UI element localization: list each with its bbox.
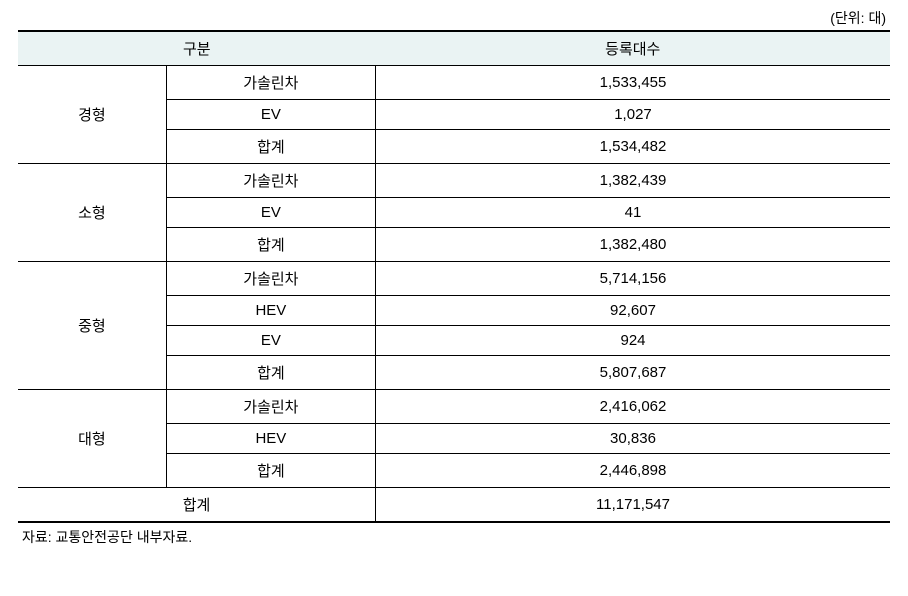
value-cell: 41: [376, 198, 891, 228]
table-row: 소형가솔린차1,382,439: [18, 164, 890, 198]
value-cell: 5,714,156: [376, 262, 891, 296]
value-cell: 1,382,480: [376, 228, 891, 262]
type-cell: 가솔린차: [166, 66, 375, 100]
value-cell: 30,836: [376, 424, 891, 454]
registration-table: 구분 등록대수 경형가솔린차1,533,455EV1,027합계1,534,48…: [18, 30, 890, 523]
table-row: 대형가솔린차2,416,062: [18, 390, 890, 424]
value-cell: 1,382,439: [376, 164, 891, 198]
type-cell: 가솔린차: [166, 262, 375, 296]
table-row: 중형가솔린차5,714,156: [18, 262, 890, 296]
type-cell: 합계: [166, 228, 375, 262]
header-row: 구분 등록대수: [18, 31, 890, 66]
category-cell: 경형: [18, 66, 166, 164]
type-cell: 합계: [166, 356, 375, 390]
value-cell: 924: [376, 326, 891, 356]
value-cell: 2,446,898: [376, 454, 891, 488]
type-cell: EV: [166, 100, 375, 130]
category-cell: 중형: [18, 262, 166, 390]
value-cell: 92,607: [376, 296, 891, 326]
total-label: 합계: [18, 488, 376, 523]
total-row: 합계11,171,547: [18, 488, 890, 523]
source-note: 자료: 교통안전공단 내부자료.: [18, 527, 890, 547]
value-cell: 1,534,482: [376, 130, 891, 164]
type-cell: 합계: [166, 454, 375, 488]
total-value: 11,171,547: [376, 488, 891, 523]
header-category: 구분: [18, 31, 376, 66]
value-cell: 1,027: [376, 100, 891, 130]
value-cell: 2,416,062: [376, 390, 891, 424]
type-cell: HEV: [166, 424, 375, 454]
type-cell: 합계: [166, 130, 375, 164]
category-cell: 소형: [18, 164, 166, 262]
unit-label: (단위: 대): [18, 8, 890, 28]
table-row: 경형가솔린차1,533,455: [18, 66, 890, 100]
type-cell: 가솔린차: [166, 164, 375, 198]
category-cell: 대형: [18, 390, 166, 488]
type-cell: 가솔린차: [166, 390, 375, 424]
type-cell: EV: [166, 198, 375, 228]
value-cell: 5,807,687: [376, 356, 891, 390]
type-cell: HEV: [166, 296, 375, 326]
header-registered: 등록대수: [376, 31, 891, 66]
type-cell: EV: [166, 326, 375, 356]
value-cell: 1,533,455: [376, 66, 891, 100]
